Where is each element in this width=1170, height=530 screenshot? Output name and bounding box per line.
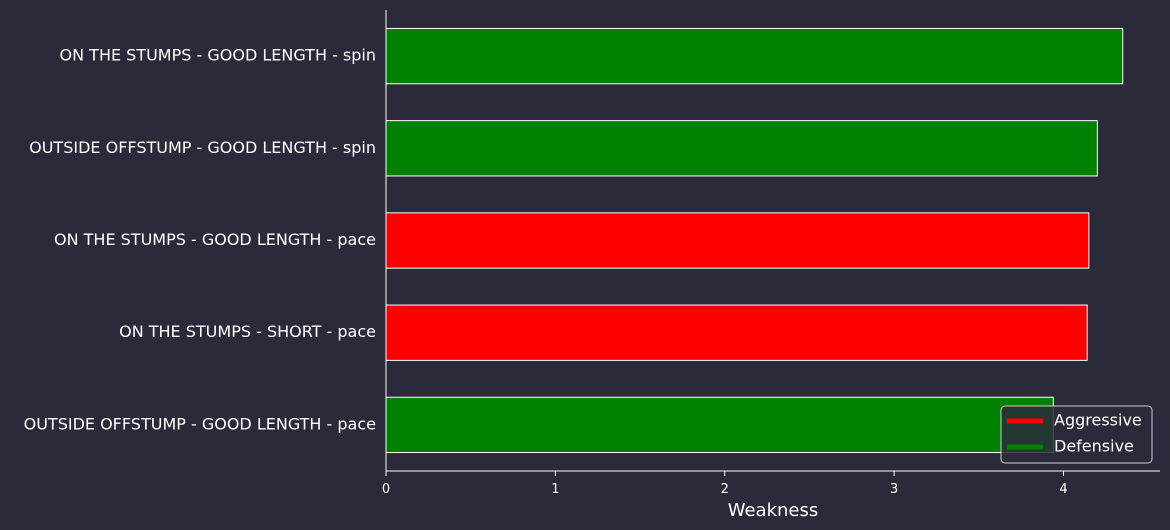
axes-group xyxy=(385,10,1160,472)
x-tick-label-4: 4 xyxy=(1059,482,1067,497)
category-labels: ON THE STUMPS - GOOD LENGTH - spin OUTSID… xyxy=(24,46,376,434)
x-tick-label-1: 1 xyxy=(551,482,559,497)
legend-label-0: Aggressive xyxy=(1054,411,1142,430)
bar-0 xyxy=(385,27,1124,85)
bar-2 xyxy=(385,212,1090,269)
bar-4 xyxy=(385,396,1054,454)
category-label-1: OUTSIDE OFFSTUMP - GOOD LENGTH - spin xyxy=(29,138,376,157)
category-label-4: OUTSIDE OFFSTUMP - GOOD LENGTH - pace xyxy=(24,414,376,433)
bar-1 xyxy=(385,120,1098,177)
x-ticks: 0 1 2 3 4 xyxy=(382,471,1068,497)
legend-label-1: Defensive xyxy=(1054,437,1134,456)
x-tick-label-2: 2 xyxy=(721,482,729,497)
bar-3 xyxy=(385,304,1088,361)
category-label-2: ON THE STUMPS - GOOD LENGTH - pace xyxy=(54,230,376,249)
category-label-3: ON THE STUMPS - SHORT - pace xyxy=(119,322,376,341)
x-tick-label-3: 3 xyxy=(890,482,898,497)
x-axis-title: Weakness xyxy=(728,500,819,521)
bars-group xyxy=(385,27,1124,454)
legend: Aggressive Defensive xyxy=(1000,405,1153,464)
x-tick-label-0: 0 xyxy=(382,482,390,497)
category-label-0: ON THE STUMPS - GOOD LENGTH - spin xyxy=(60,46,376,65)
